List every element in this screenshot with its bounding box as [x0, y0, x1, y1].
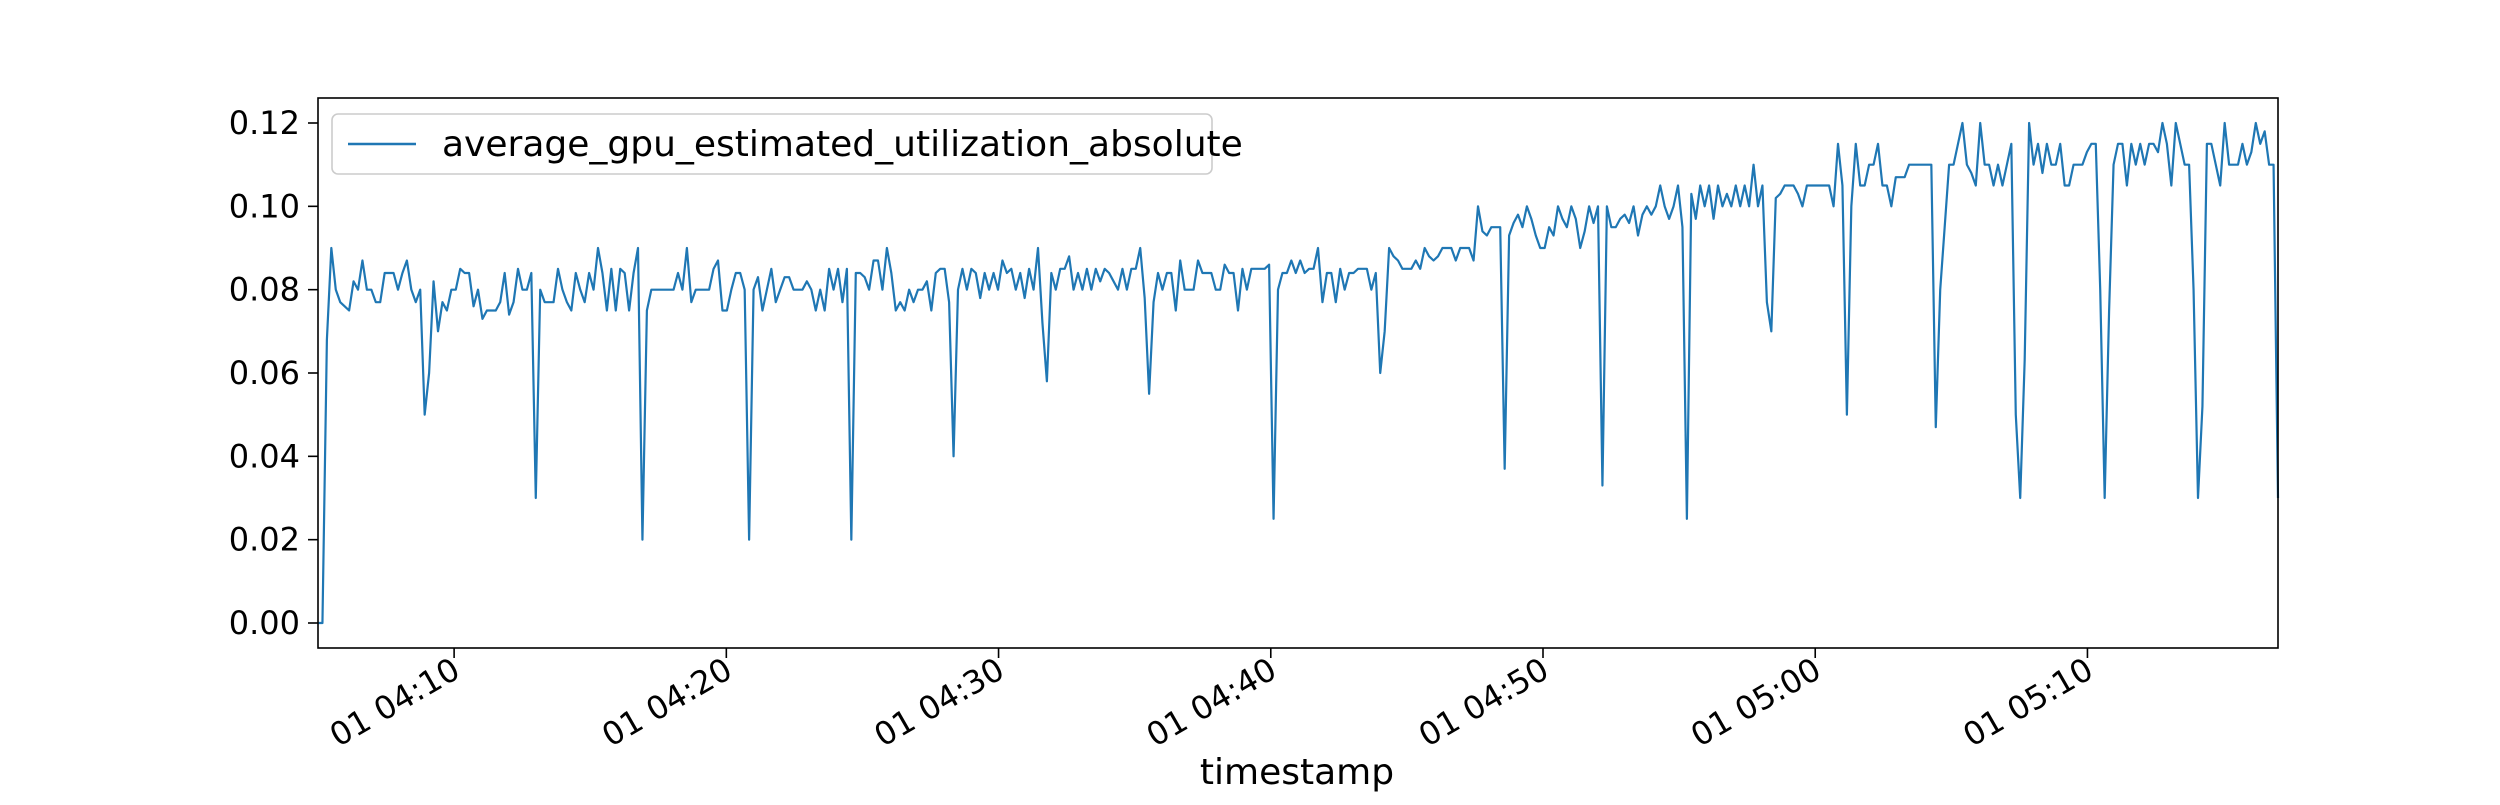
y-tick-label: 0.06 [229, 354, 300, 392]
x-axis-label: timestamp [1200, 752, 1394, 793]
legend-label: average_gpu_estimated_utilization_absolu… [442, 124, 1243, 165]
y-tick-label: 0.10 [229, 187, 300, 225]
y-tick-label: 0.00 [229, 604, 300, 642]
series-line-0 [318, 121, 2280, 625]
legend: average_gpu_estimated_utilization_absolu… [331, 113, 1243, 175]
y-axis: 0.00 0.02 0.04 0.06 0.08 0.10 0.12 [229, 104, 318, 642]
legend-box [331, 113, 1213, 175]
y-tick-label: 0.08 [229, 271, 300, 309]
y-tick-label: 0.02 [229, 521, 300, 559]
y-tick-label: 0.12 [229, 104, 300, 142]
y-tick-label: 0.04 [229, 437, 300, 475]
